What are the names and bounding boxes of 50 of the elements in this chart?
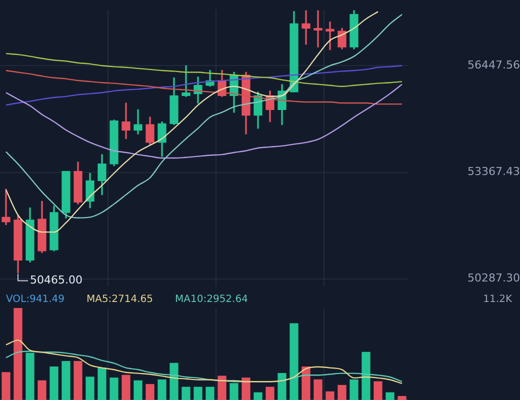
bar xyxy=(50,366,58,400)
bar xyxy=(338,384,346,400)
annotation: 50465.00 xyxy=(30,274,82,287)
bar xyxy=(182,386,190,400)
bar xyxy=(362,352,370,400)
bar xyxy=(110,378,118,400)
bar xyxy=(242,378,250,400)
candlestick xyxy=(2,188,10,226)
line-series xyxy=(5,84,403,159)
bar xyxy=(74,361,82,400)
bar xyxy=(278,372,286,400)
bar xyxy=(218,376,226,400)
y-tick-label: 56447.56 xyxy=(468,58,520,72)
bar xyxy=(26,352,34,400)
bar xyxy=(302,366,310,400)
y-tick-label: 50287.30 xyxy=(468,272,520,285)
text: 11.2K xyxy=(483,294,512,306)
text: VOL:941.49 xyxy=(6,294,64,306)
bar xyxy=(122,374,130,400)
bar xyxy=(290,323,298,400)
candlestick xyxy=(134,109,142,134)
bar xyxy=(170,362,178,400)
bar xyxy=(266,386,274,400)
bar xyxy=(230,383,238,400)
bar xyxy=(146,384,154,400)
bar xyxy=(326,391,334,400)
bar xyxy=(374,381,382,400)
bar xyxy=(86,376,94,400)
text: MA10:2952.64 xyxy=(175,294,248,306)
bar xyxy=(158,379,166,400)
bar xyxy=(134,380,142,400)
candlestick xyxy=(302,10,310,45)
bar xyxy=(398,396,406,400)
candlestick xyxy=(326,21,334,50)
bar xyxy=(206,386,214,400)
bar xyxy=(386,392,394,400)
bar xyxy=(14,308,22,400)
bar xyxy=(62,361,70,400)
bar xyxy=(2,372,10,400)
bar xyxy=(314,379,322,400)
candlestick xyxy=(314,10,322,48)
bar xyxy=(254,392,262,400)
text: MA5:2714.65 xyxy=(86,294,154,306)
candlestick xyxy=(122,102,130,139)
bar xyxy=(350,379,358,400)
y-tick-label: 53367.43 xyxy=(468,165,520,178)
bar xyxy=(194,386,202,400)
bar xyxy=(38,380,46,400)
bar xyxy=(98,367,106,400)
candlestick xyxy=(182,65,190,97)
